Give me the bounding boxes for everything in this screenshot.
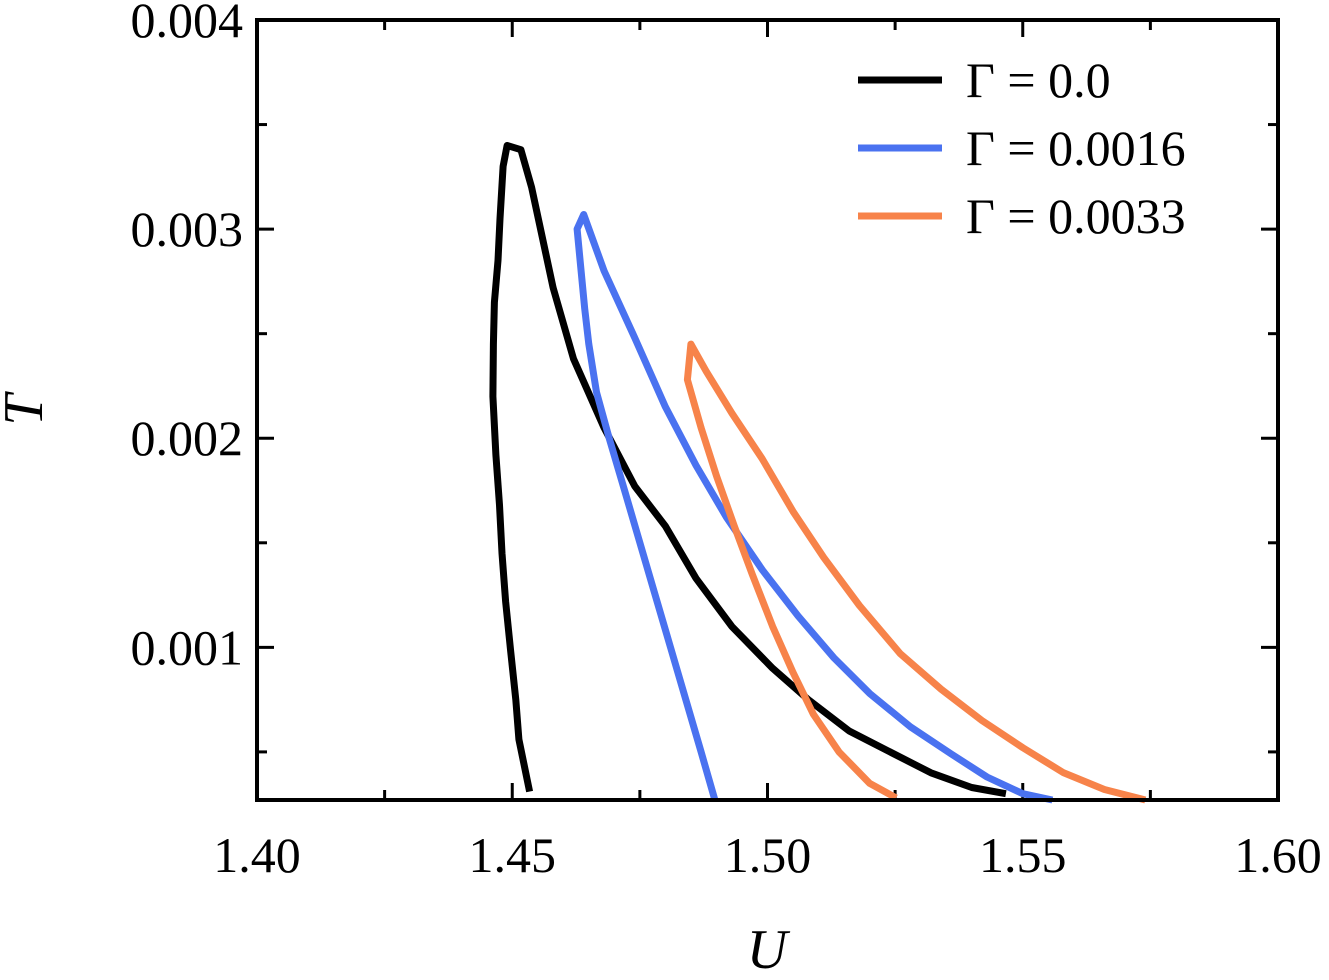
series-line-0 xyxy=(489,142,1007,798)
x-tick-label: 1.45 xyxy=(469,827,557,883)
legend: Γ = 0.0 Γ = 0.0016 Γ = 0.0033 xyxy=(858,52,1186,244)
x-tick-label: 1.40 xyxy=(213,827,301,883)
series-layer xyxy=(489,142,1147,804)
y-tick-label: 0.001 xyxy=(131,619,244,675)
x-axis-label: U xyxy=(747,919,791,980)
plot-frame xyxy=(255,18,1280,802)
y-axis-label: T xyxy=(0,391,55,426)
x-tick-label: 1.50 xyxy=(724,827,812,883)
x-tick-label: 1.60 xyxy=(1234,827,1322,883)
series-line-2 xyxy=(683,340,1147,804)
y-tick-label: 0.004 xyxy=(131,0,244,48)
y-tick-label: 0.002 xyxy=(131,410,244,466)
legend-label-2: Γ = 0.0033 xyxy=(966,188,1186,244)
legend-label-0: Γ = 0.0 xyxy=(966,52,1111,108)
x-tick-label: 1.55 xyxy=(979,827,1067,883)
series-line-1 xyxy=(573,211,1054,804)
labels-layer: 1.40 1.45 1.50 1.55 1.60 0.001 0.002 0.003 0.004 xyxy=(131,0,1322,883)
y-tick-label: 0.003 xyxy=(131,201,244,257)
legend-label-1: Γ = 0.0016 xyxy=(966,120,1186,176)
